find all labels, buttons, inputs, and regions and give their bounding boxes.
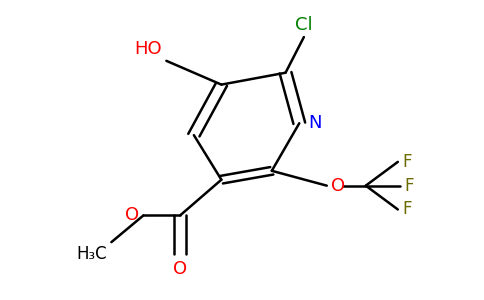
Text: F: F [402,200,412,218]
Text: F: F [405,177,414,195]
Text: O: O [173,260,187,278]
Text: O: O [125,206,139,224]
Text: F: F [402,153,412,171]
Text: HO: HO [134,40,162,58]
Text: Cl: Cl [295,16,313,34]
Text: N: N [308,114,322,132]
Text: O: O [332,177,346,195]
Text: H₃C: H₃C [76,245,107,263]
